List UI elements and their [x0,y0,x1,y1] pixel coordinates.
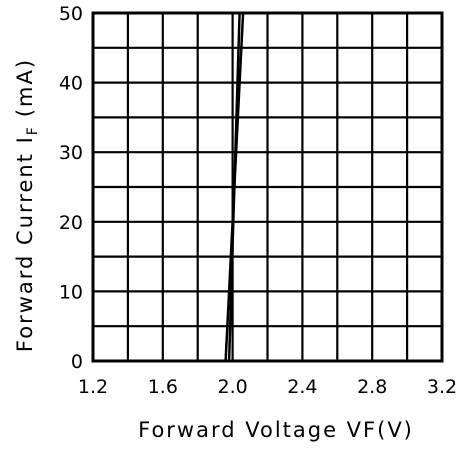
y-tick-label: 40 [59,73,83,95]
series-line-2 [227,12,241,362]
x-tick-label: 2.4 [287,376,317,398]
x-tick-labels: 1.2 1.6 2.0 2.4 2.8 3.2 [78,376,457,398]
y-tick-labels: 0 10 20 30 40 50 [59,3,83,373]
y-tick-label: 50 [59,3,83,25]
plot-frame [91,11,444,363]
x-tick-label: 2.8 [357,376,387,398]
x-axis-title: Forward Voltage VF(V) [138,418,414,442]
y-tick-label: 10 [59,281,83,303]
y-axis-title-unit: (mA) [13,58,37,117]
x-tick-label: 1.6 [148,376,178,398]
y-axis-title-subscript: F [25,125,41,135]
x-tick-label: 3.2 [427,376,457,398]
y-tick-label: 20 [59,212,83,234]
y-axis-title: Forward Current IF (mA) [13,58,41,352]
y-tick-label: 30 [59,142,83,164]
grid [93,13,442,361]
x-tick-label: 1.2 [78,376,108,398]
y-axis-title-main: Forward Current I [13,135,37,352]
series-layer [224,12,245,362]
x-tick-label: 2.0 [217,376,247,398]
y-tick-label: 0 [71,351,83,373]
